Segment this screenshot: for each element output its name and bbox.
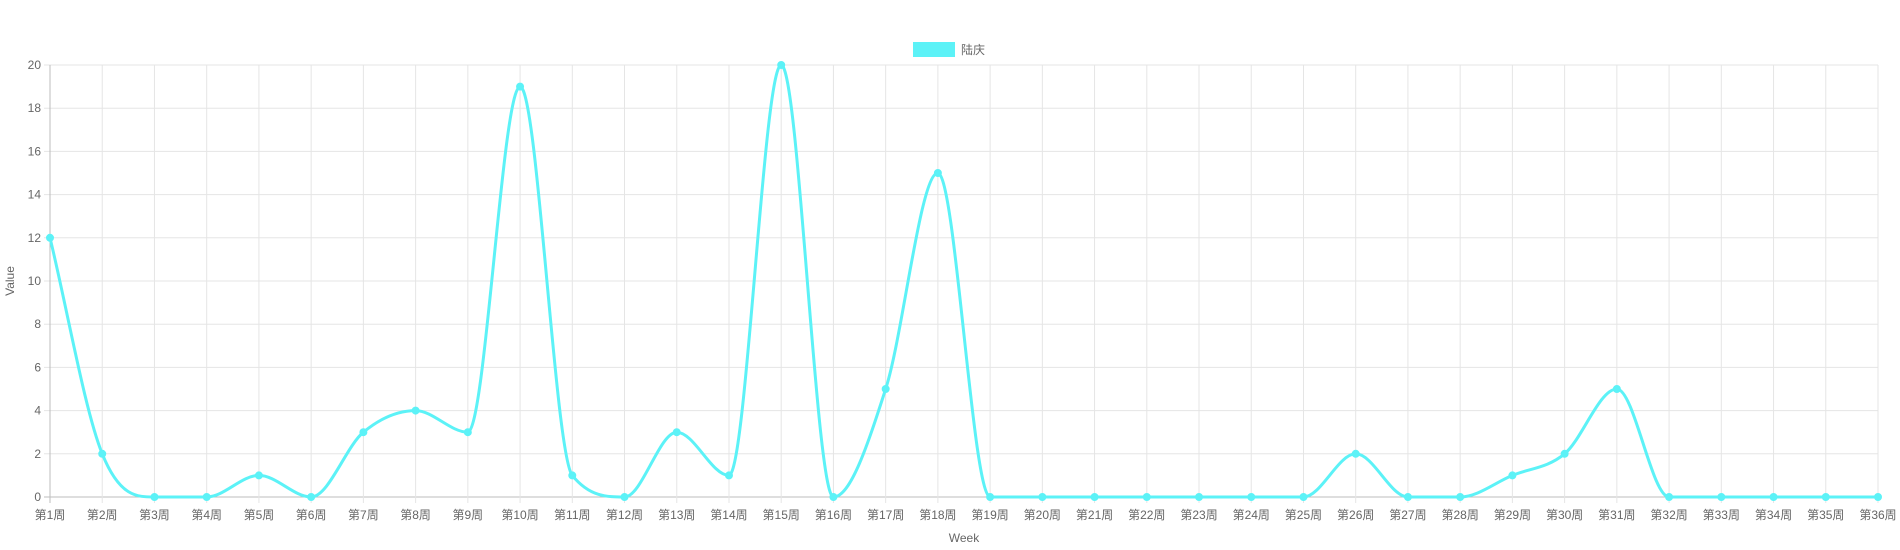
data-point[interactable]	[1717, 493, 1726, 501]
series-layer	[46, 61, 1882, 501]
data-point[interactable]	[620, 493, 629, 501]
grid	[44, 64, 1879, 503]
legend-label[interactable]: 陆庆	[961, 42, 985, 57]
data-point[interactable]	[516, 82, 525, 91]
x-tick-label: 第21周	[1076, 508, 1113, 522]
x-tick-label: 第30周	[1546, 508, 1583, 522]
x-tick-label: 第8周	[400, 508, 431, 522]
data-point[interactable]	[254, 471, 263, 480]
y-tick-label: 10	[28, 274, 42, 288]
data-point[interactable]	[1874, 493, 1882, 501]
x-tick-label: 第16周	[815, 508, 852, 522]
data-point[interactable]	[829, 493, 838, 501]
data-point[interactable]	[98, 449, 107, 458]
x-tick-label: 第11周	[554, 508, 590, 522]
x-tick-label: 第12周	[606, 508, 643, 522]
data-point[interactable]	[411, 406, 420, 415]
x-tick-label: 第5周	[244, 508, 275, 522]
data-point[interactable]	[46, 233, 54, 242]
y-tick-label: 12	[28, 231, 42, 245]
x-tick-label: 第7周	[348, 508, 379, 522]
data-point[interactable]	[933, 169, 942, 177]
x-tick-label: 第32周	[1650, 508, 1687, 522]
data-point[interactable]	[1508, 471, 1517, 480]
data-point[interactable]	[1038, 493, 1047, 501]
x-tick-label: 第15周	[763, 508, 800, 522]
data-point[interactable]	[1456, 493, 1465, 501]
x-tick-label: 第23周	[1180, 508, 1217, 522]
x-tick-label: 第29周	[1494, 508, 1531, 522]
x-tick-label: 第36周	[1859, 508, 1896, 522]
data-point[interactable]	[202, 493, 211, 501]
y-tick-label: 16	[28, 144, 42, 158]
x-tick-label: 第31周	[1598, 508, 1635, 522]
data-point[interactable]	[1195, 493, 1204, 501]
data-point[interactable]	[1299, 493, 1308, 501]
x-tick-label: 第18周	[919, 508, 956, 522]
data-point[interactable]	[1090, 493, 1099, 501]
axes: 0 2 4 6 8 10 12 14 16 18 20 第1周 第2周 第3周 第4周 第5周 第6周 第7周 第8…	[28, 58, 1897, 522]
data-point[interactable]	[1560, 449, 1569, 458]
data-point[interactable]	[1612, 385, 1621, 393]
x-tick-label: 第14周	[710, 508, 747, 522]
x-tick-label: 第13周	[658, 508, 695, 522]
data-point[interactable]	[1247, 493, 1256, 501]
data-point[interactable]	[1351, 449, 1360, 458]
data-point[interactable]	[1403, 493, 1412, 501]
data-point[interactable]	[568, 471, 577, 480]
x-tick-label: 第34周	[1755, 508, 1792, 522]
x-tick-label: 第22周	[1128, 508, 1165, 522]
y-tick-label: 8	[34, 317, 41, 331]
y-tick-label: 4	[34, 404, 41, 418]
y-tick-label: 18	[28, 101, 42, 115]
legend-swatch[interactable]	[913, 42, 955, 57]
y-tick-label: 2	[34, 447, 41, 461]
x-tick-label: 第17周	[867, 508, 904, 522]
x-tick-label: 第28周	[1441, 508, 1478, 522]
data-point[interactable]	[724, 471, 733, 480]
y-tick-label: 6	[34, 360, 41, 374]
data-point[interactable]	[1821, 493, 1830, 501]
x-tick-label: 第24周	[1233, 508, 1270, 522]
data-point[interactable]	[359, 428, 368, 437]
x-tick-label: 第1周	[35, 508, 66, 522]
data-point[interactable]	[463, 428, 472, 437]
x-tick-label: 第3周	[139, 508, 170, 522]
x-tick-label: 第4周	[191, 508, 222, 522]
y-tick-label: 20	[28, 58, 42, 72]
x-tick-label: 第9周	[452, 508, 483, 522]
y-tick-label: 0	[34, 490, 41, 504]
x-tick-label: 第27周	[1389, 508, 1426, 522]
x-tick-label: 第10周	[501, 508, 538, 522]
data-point[interactable]	[1665, 493, 1674, 501]
data-point[interactable]	[777, 61, 786, 69]
x-tick-label: 第20周	[1024, 508, 1061, 522]
data-point[interactable]	[1769, 493, 1778, 501]
x-tick-label: 第33周	[1703, 508, 1740, 522]
x-tick-label: 第35周	[1807, 508, 1844, 522]
y-axis-title: Value	[3, 266, 17, 296]
data-point[interactable]	[150, 493, 159, 501]
y-tick-label: 14	[28, 188, 42, 202]
legend[interactable]: 陆庆	[913, 42, 985, 57]
data-point[interactable]	[986, 493, 995, 501]
data-point[interactable]	[672, 428, 681, 437]
x-tick-label: 第2周	[87, 508, 118, 522]
data-point[interactable]	[881, 385, 890, 393]
x-tick-label: 第25周	[1285, 508, 1322, 522]
x-tick-label: 第19周	[971, 508, 1008, 522]
data-point[interactable]	[1142, 493, 1151, 501]
x-axis-title: Week	[949, 531, 980, 545]
x-tick-label: 第26周	[1337, 508, 1374, 522]
data-point[interactable]	[307, 493, 316, 501]
x-tick-label: 第6周	[296, 508, 327, 522]
